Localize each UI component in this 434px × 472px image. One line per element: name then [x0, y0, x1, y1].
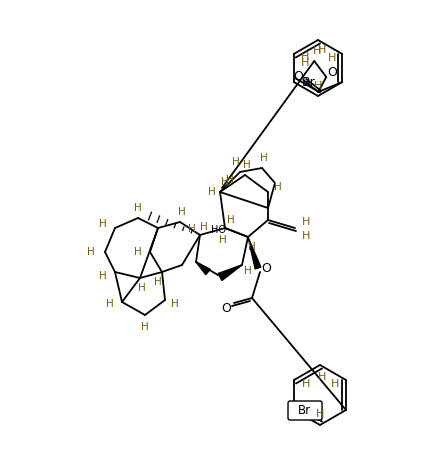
Text: O: O	[220, 302, 230, 314]
Text: H: H	[315, 409, 323, 419]
Text: O: O	[260, 261, 270, 275]
Text: H: H	[301, 217, 309, 227]
Polygon shape	[247, 237, 260, 269]
Text: H: H	[260, 153, 267, 163]
Text: H: H	[312, 46, 321, 56]
Text: H: H	[220, 177, 228, 187]
Text: H: H	[171, 299, 178, 309]
Text: H: H	[219, 235, 227, 245]
Text: H: H	[200, 222, 207, 232]
Polygon shape	[196, 262, 210, 275]
Text: H: H	[178, 207, 185, 217]
Text: HO: HO	[211, 225, 226, 235]
Text: H: H	[207, 187, 215, 197]
Text: H: H	[243, 266, 251, 276]
Text: H: H	[138, 283, 145, 293]
Text: H: H	[226, 175, 233, 185]
Text: H: H	[300, 58, 309, 68]
Text: H: H	[243, 160, 250, 170]
Text: O: O	[326, 67, 336, 79]
Text: H: H	[327, 53, 335, 63]
Text: Br: Br	[301, 76, 315, 89]
Text: H: H	[134, 247, 141, 257]
Text: H: H	[317, 372, 326, 382]
Text: H: H	[301, 231, 309, 241]
Text: H: H	[300, 52, 308, 62]
Text: H: H	[187, 224, 195, 234]
Text: H: H	[134, 203, 141, 213]
Text: H: H	[141, 322, 148, 332]
Text: H: H	[301, 379, 309, 389]
Text: Br: Br	[297, 404, 310, 416]
Text: H: H	[99, 271, 107, 281]
Text: H: H	[317, 45, 326, 55]
Text: H: H	[106, 299, 114, 309]
Text: H: H	[313, 81, 322, 91]
Text: O: O	[293, 70, 302, 84]
Text: H: H	[154, 277, 161, 287]
FancyBboxPatch shape	[287, 401, 321, 420]
Text: H: H	[330, 379, 339, 389]
Text: H: H	[232, 157, 239, 167]
Text: H: H	[247, 242, 255, 252]
Text: H: H	[227, 215, 234, 225]
Text: H: H	[99, 219, 107, 229]
Text: H: H	[273, 182, 281, 192]
Polygon shape	[217, 265, 241, 280]
Text: H: H	[87, 247, 95, 257]
